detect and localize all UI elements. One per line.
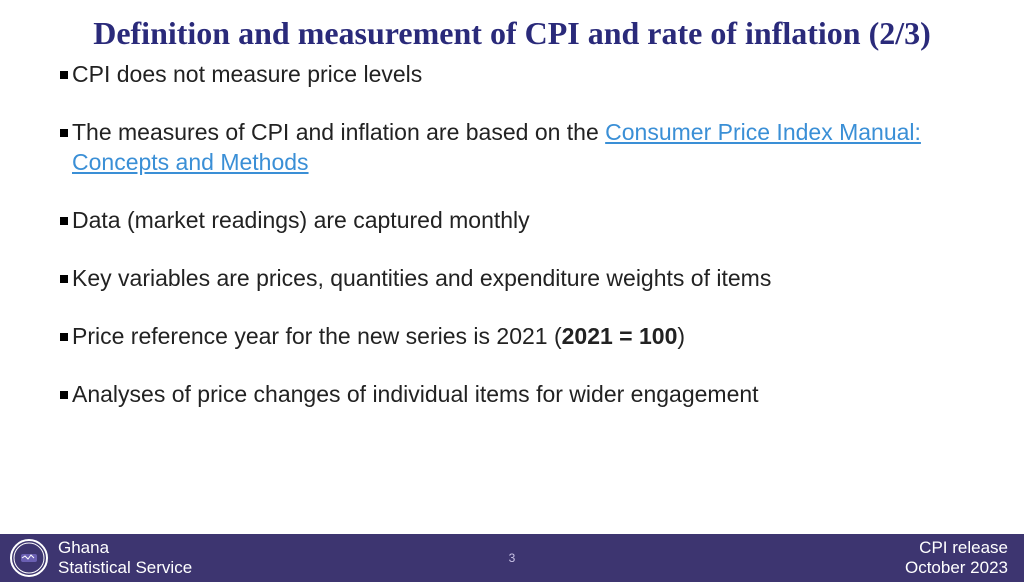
bullet-marker-icon <box>60 275 68 283</box>
bullet-marker-icon <box>60 333 68 341</box>
bullet-marker-icon <box>60 71 68 79</box>
bullet-text: CPI does not measure price levels <box>72 60 964 90</box>
bullet-text: The measures of CPI and inflation are ba… <box>72 118 964 178</box>
footer-release-line2: October 2023 <box>905 558 1008 578</box>
bullet-text: Data (market readings) are captured mont… <box>72 206 964 236</box>
bullet-text: Analyses of price changes of individual … <box>72 380 964 410</box>
bullet-item: Analyses of price changes of individual … <box>60 380 964 410</box>
footer-release-line1: CPI release <box>905 538 1008 558</box>
bullet-marker-icon <box>60 217 68 225</box>
slide: Definition and measurement of CPI and ra… <box>0 0 1024 582</box>
bullet-text-pre: Price reference year for the new series … <box>72 323 562 349</box>
footer-release: CPI release October 2023 <box>905 538 1008 577</box>
logo-svg <box>12 541 46 575</box>
bullet-text-pre: The measures of CPI and inflation are ba… <box>72 119 605 145</box>
bullet-item: CPI does not measure price levels <box>60 60 964 90</box>
bullet-item: Data (market readings) are captured mont… <box>60 206 964 236</box>
bullet-item: The measures of CPI and inflation are ba… <box>60 118 964 178</box>
slide-footer: Ghana Statistical Service 3 CPI release … <box>0 534 1024 582</box>
bullet-text-bold: 2021 = 100 <box>562 323 678 349</box>
slide-title: Definition and measurement of CPI and ra… <box>0 0 1024 60</box>
gss-logo-icon <box>10 539 48 577</box>
bullet-marker-icon <box>60 391 68 399</box>
bullet-item: Price reference year for the new series … <box>60 322 964 352</box>
footer-org-line1: Ghana <box>58 538 192 558</box>
footer-org-line2: Statistical Service <box>58 558 192 578</box>
bullet-text-post: ) <box>677 323 685 349</box>
bullet-item: Key variables are prices, quantities and… <box>60 264 964 294</box>
bullet-text: Key variables are prices, quantities and… <box>72 264 964 294</box>
bullet-marker-icon <box>60 129 68 137</box>
content-area: CPI does not measure price levels The me… <box>0 60 1024 409</box>
page-number: 3 <box>509 551 516 565</box>
bullet-text: Price reference year for the new series … <box>72 322 964 352</box>
footer-org: Ghana Statistical Service <box>58 538 192 577</box>
